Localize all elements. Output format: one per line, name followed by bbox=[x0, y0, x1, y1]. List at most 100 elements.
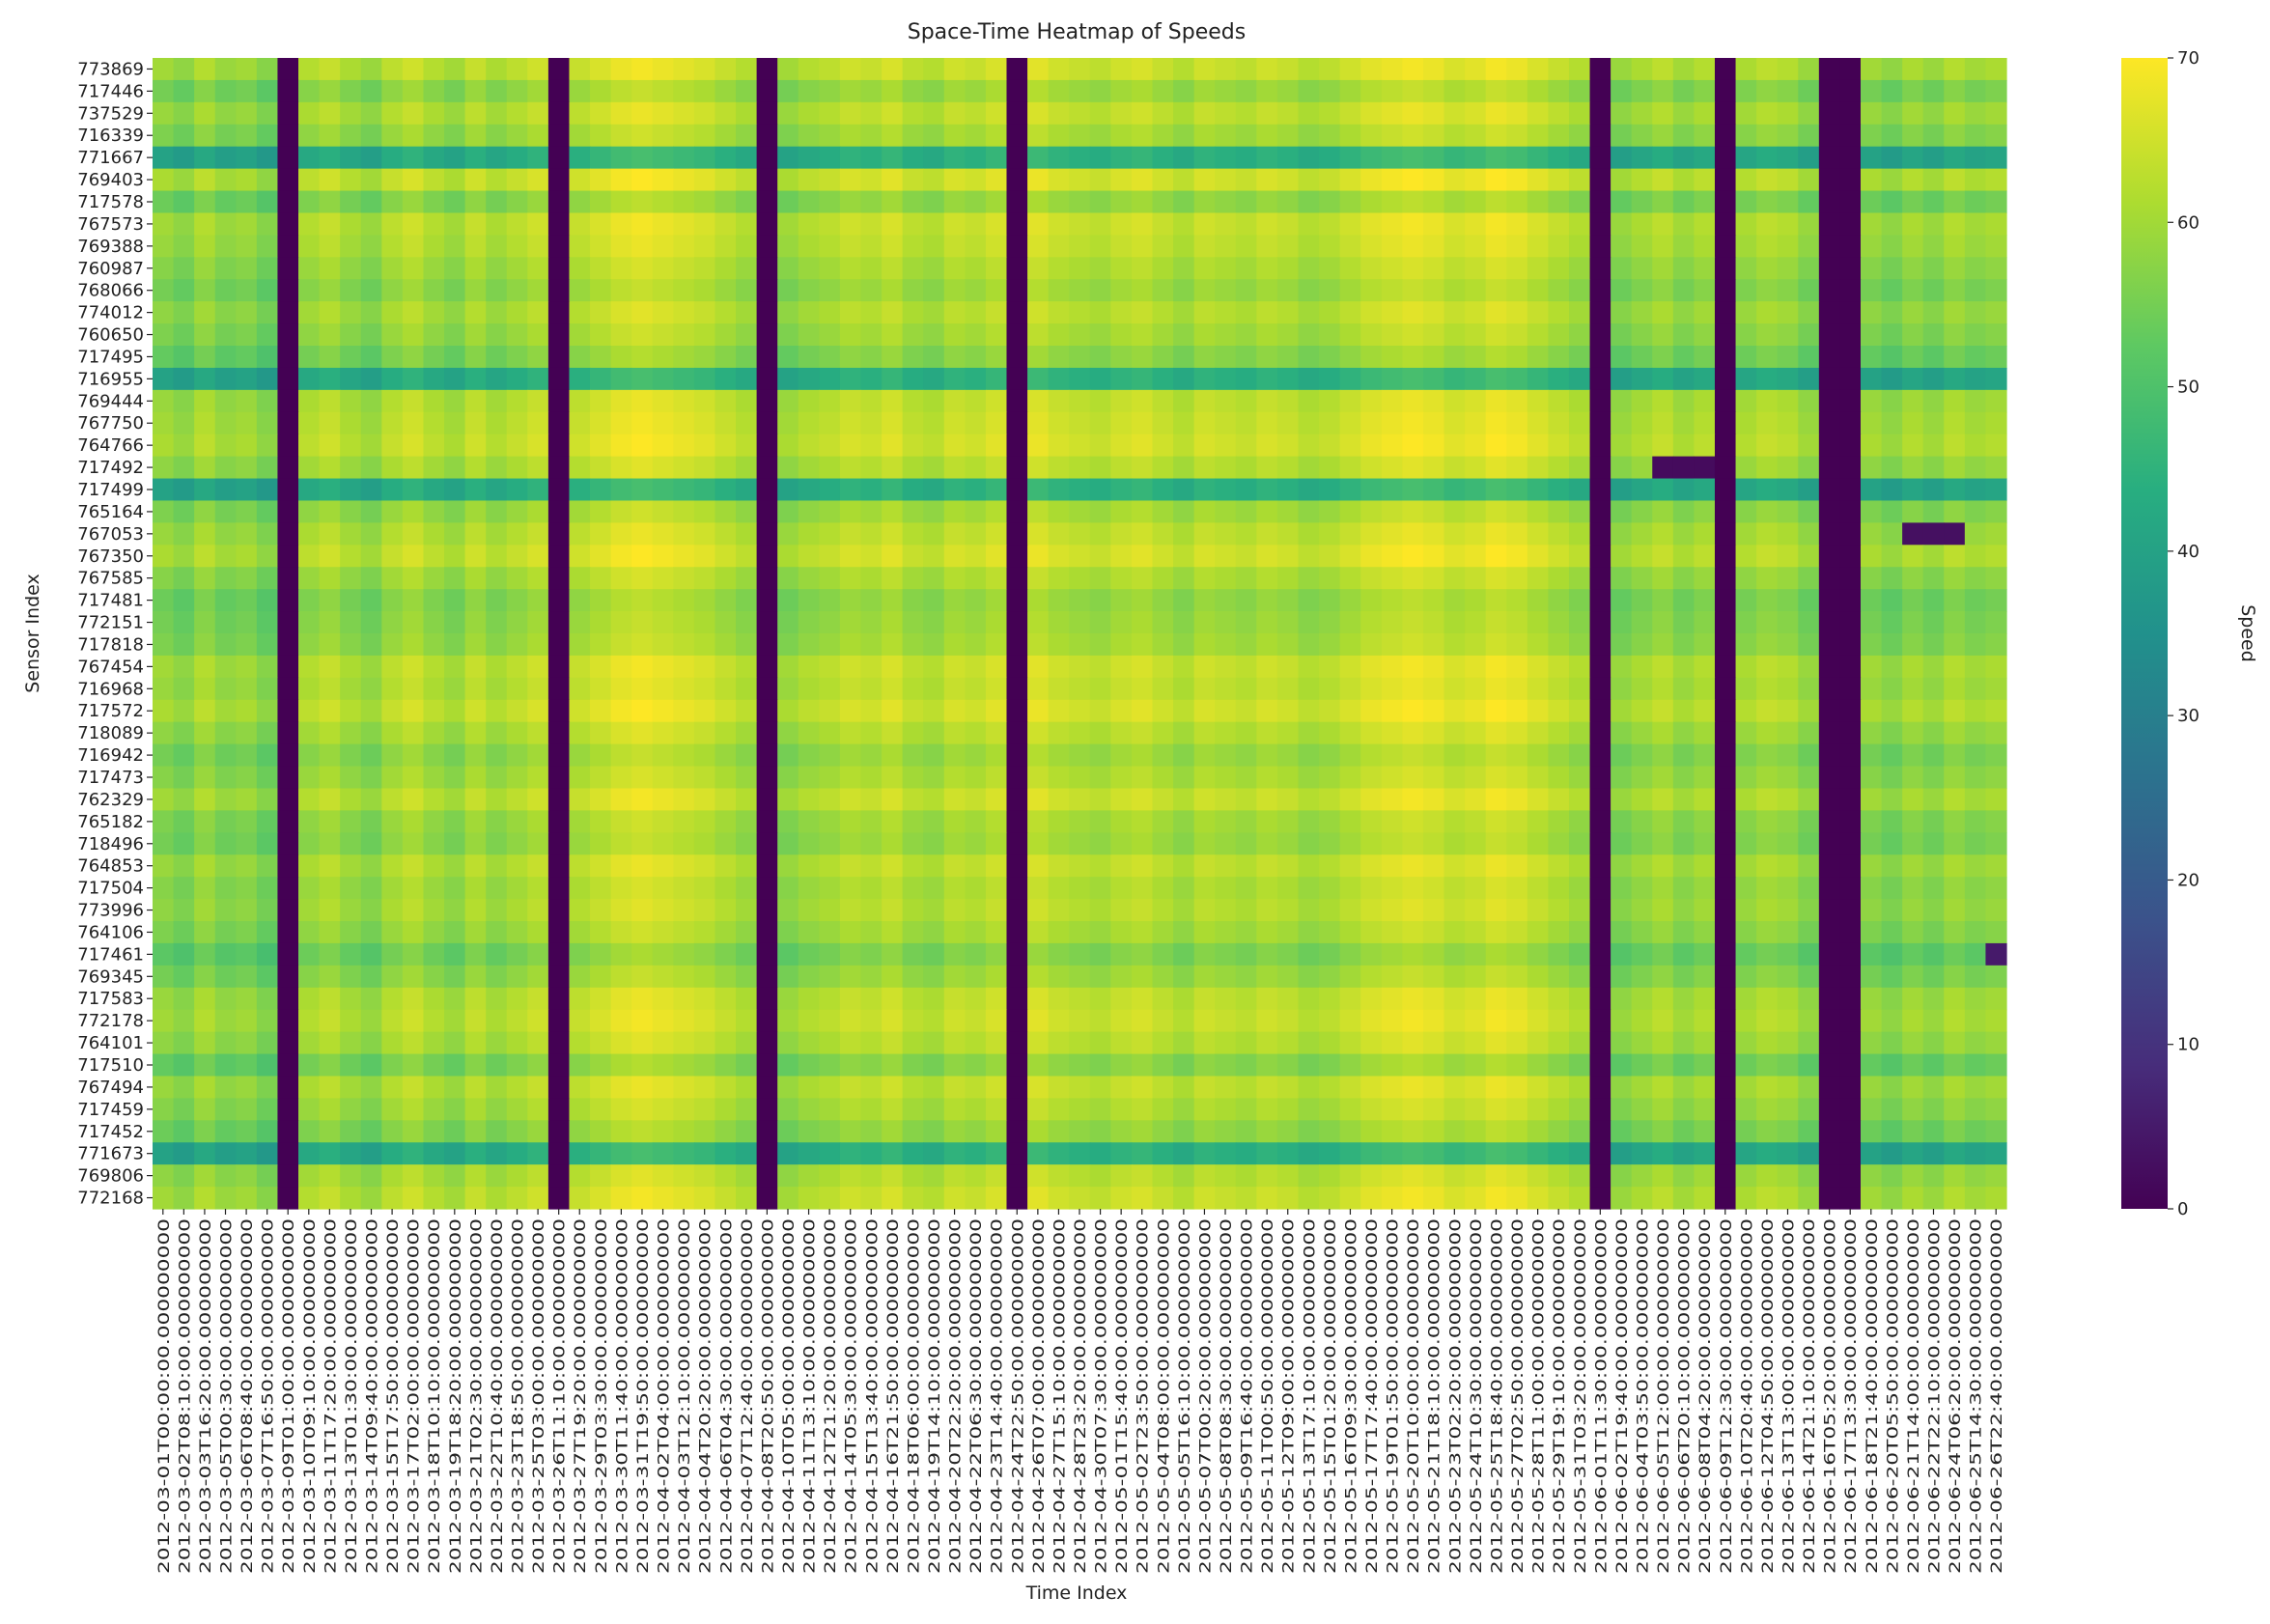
heatmap-cell bbox=[1152, 212, 1174, 236]
heatmap-cell bbox=[1944, 478, 1966, 502]
heatmap-cell bbox=[1110, 478, 1133, 502]
heatmap-cell bbox=[590, 389, 612, 413]
heatmap-cell bbox=[340, 766, 362, 790]
heatmap-cell bbox=[1839, 146, 1862, 170]
heatmap-cell bbox=[590, 899, 612, 922]
heatmap-cell bbox=[464, 323, 487, 347]
heatmap-cell bbox=[736, 987, 758, 1011]
heatmap-cell bbox=[1485, 500, 1507, 523]
heatmap-cell bbox=[1235, 854, 1257, 878]
y-tick-label: 769444 bbox=[77, 391, 144, 411]
heatmap-cell bbox=[444, 1053, 466, 1078]
heatmap-cell bbox=[1256, 721, 1278, 745]
heatmap-cell bbox=[1714, 1098, 1737, 1121]
heatmap-cell bbox=[1902, 456, 1924, 480]
heatmap-cell bbox=[1048, 1142, 1070, 1165]
heatmap-cell bbox=[965, 346, 987, 369]
heatmap-cell bbox=[590, 589, 612, 612]
heatmap-cell bbox=[590, 1187, 612, 1210]
heatmap-cell bbox=[693, 877, 716, 900]
heatmap-cell bbox=[673, 456, 695, 480]
heatmap-cell bbox=[1694, 1120, 1716, 1143]
heatmap-cell bbox=[1714, 942, 1737, 966]
heatmap-cell bbox=[1235, 766, 1257, 790]
heatmap-cell bbox=[340, 1142, 362, 1165]
heatmap-cell bbox=[256, 567, 279, 590]
heatmap-cell bbox=[943, 677, 966, 701]
heatmap-cell bbox=[194, 1076, 216, 1099]
heatmap-cell bbox=[1381, 168, 1403, 192]
heatmap-cell bbox=[1818, 168, 1841, 192]
heatmap-cell bbox=[1568, 611, 1591, 634]
heatmap-cell bbox=[756, 257, 778, 280]
heatmap-cell bbox=[1694, 478, 1716, 502]
heatmap-cell bbox=[1735, 257, 1757, 280]
heatmap-cell bbox=[444, 323, 466, 347]
heatmap-cell bbox=[1465, 522, 1487, 546]
heatmap-cell bbox=[839, 301, 862, 324]
heatmap-cell bbox=[402, 567, 425, 590]
heatmap-cell bbox=[1611, 854, 1633, 878]
heatmap-cell bbox=[590, 1142, 612, 1165]
heatmap-cell bbox=[1402, 101, 1424, 126]
heatmap-cell bbox=[902, 478, 924, 502]
heatmap-cell bbox=[1339, 279, 1361, 302]
heatmap-cell bbox=[1485, 58, 1507, 81]
heatmap-cell bbox=[1193, 168, 1216, 192]
heatmap-cell bbox=[486, 677, 508, 701]
heatmap-cell bbox=[1777, 611, 1799, 634]
heatmap-cell bbox=[1173, 1098, 1195, 1121]
heatmap-cell bbox=[1798, 611, 1820, 634]
heatmap-cell bbox=[610, 146, 632, 170]
heatmap-cell bbox=[652, 788, 674, 811]
heatmap-cell bbox=[1110, 190, 1133, 214]
heatmap-cell bbox=[1589, 721, 1611, 745]
heatmap-cell bbox=[1360, 854, 1383, 878]
heatmap-cell bbox=[1944, 788, 1966, 811]
heatmap-cell bbox=[1402, 854, 1424, 878]
heatmap-cell bbox=[693, 478, 716, 502]
heatmap-cell bbox=[943, 146, 966, 170]
x-tick-label: 2012-03-14T09:40:00.000000000 bbox=[363, 1218, 381, 1574]
heatmap-cell bbox=[340, 987, 362, 1011]
heatmap-cell bbox=[1631, 677, 1653, 701]
heatmap-cell bbox=[736, 389, 758, 413]
heatmap-cell bbox=[965, 589, 987, 612]
heatmap-cell bbox=[798, 279, 820, 302]
heatmap-cell bbox=[1173, 1031, 1195, 1055]
heatmap-cell bbox=[194, 212, 216, 236]
heatmap-cell bbox=[943, 1009, 966, 1033]
heatmap-cell bbox=[1110, 124, 1133, 148]
heatmap-cell bbox=[693, 567, 716, 590]
heatmap-cell bbox=[882, 257, 904, 280]
heatmap-cell bbox=[1568, 567, 1591, 590]
heatmap-cell bbox=[402, 832, 425, 855]
heatmap-cell bbox=[1922, 655, 1945, 679]
heatmap-cell bbox=[1527, 124, 1549, 148]
heatmap-cell bbox=[1027, 1142, 1050, 1165]
heatmap-cell bbox=[715, 367, 737, 391]
heatmap-cell bbox=[1215, 146, 1237, 170]
heatmap-cell bbox=[943, 478, 966, 502]
heatmap-cell bbox=[1735, 788, 1757, 811]
heatmap-cell bbox=[1443, 478, 1466, 502]
heatmap-cell bbox=[569, 1142, 591, 1165]
heatmap-cell bbox=[965, 810, 987, 833]
heatmap-cell bbox=[1173, 279, 1195, 302]
heatmap-cell bbox=[236, 832, 258, 855]
heatmap-cell bbox=[194, 478, 216, 502]
heatmap-cell bbox=[236, 1142, 258, 1165]
heatmap-cell bbox=[1672, 58, 1695, 81]
heatmap-cell bbox=[1527, 301, 1549, 324]
heatmap-cell bbox=[631, 58, 654, 81]
heatmap-cell bbox=[1611, 1098, 1633, 1121]
heatmap-cell bbox=[1652, 411, 1674, 435]
heatmap-cell bbox=[569, 589, 591, 612]
heatmap-cell bbox=[214, 124, 237, 148]
heatmap-cell bbox=[1089, 58, 1111, 81]
heatmap-cell bbox=[1110, 721, 1133, 745]
heatmap-cell bbox=[631, 589, 654, 612]
heatmap-cell bbox=[1714, 832, 1737, 855]
heatmap-cell bbox=[1173, 810, 1195, 833]
heatmap-cell bbox=[319, 323, 341, 347]
